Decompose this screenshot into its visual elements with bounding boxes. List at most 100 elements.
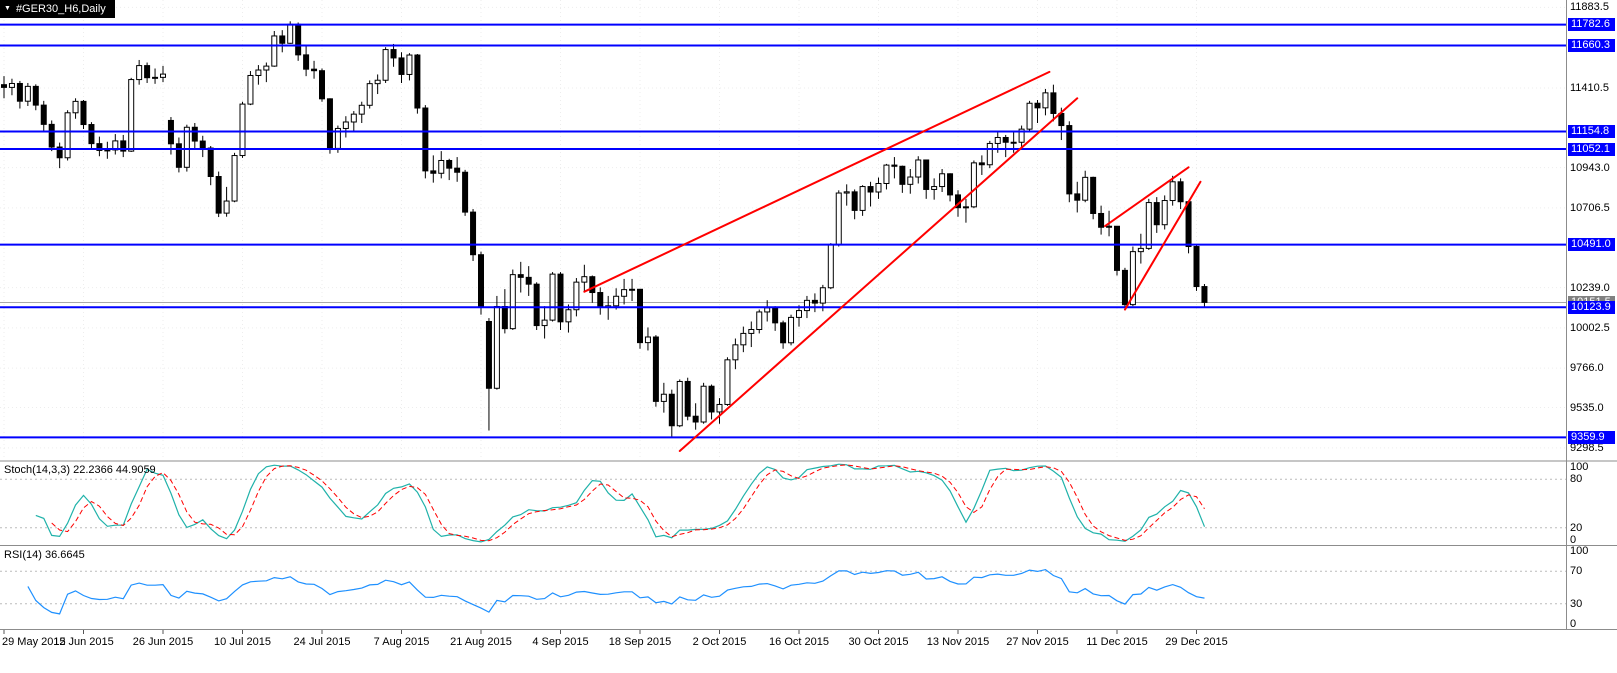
candle-body bbox=[16, 82, 23, 102]
candle-body bbox=[962, 206, 969, 209]
candle-body bbox=[454, 167, 461, 173]
candle-body bbox=[390, 49, 397, 59]
candle-body bbox=[708, 385, 715, 413]
candle-body bbox=[231, 155, 238, 202]
candle-body bbox=[56, 146, 63, 159]
candle-body bbox=[271, 35, 278, 67]
candle-body bbox=[994, 136, 1001, 144]
candle-body bbox=[1106, 225, 1113, 228]
candle-body bbox=[803, 299, 810, 312]
candle-body bbox=[915, 159, 922, 178]
candle-body bbox=[1161, 200, 1168, 226]
candle-body bbox=[279, 35, 286, 44]
candle-body bbox=[939, 173, 946, 188]
candle-body bbox=[1010, 141, 1017, 144]
candle-body bbox=[152, 76, 159, 79]
candle-body bbox=[24, 85, 31, 102]
trendline-object[interactable] bbox=[1104, 166, 1190, 228]
candle-body bbox=[446, 159, 453, 169]
candle-body bbox=[501, 305, 508, 330]
candle-body bbox=[64, 112, 71, 159]
candle-body bbox=[756, 311, 763, 330]
candle-body bbox=[732, 344, 739, 361]
candle-body bbox=[191, 126, 198, 142]
candle-body bbox=[478, 254, 484, 308]
candle-body bbox=[811, 299, 818, 304]
symbol-period-label: #GER30_H6,Daily bbox=[15, 2, 106, 15]
candle-body bbox=[557, 273, 564, 323]
candle-body bbox=[509, 274, 516, 330]
candle-body bbox=[867, 186, 874, 193]
candle-body bbox=[1121, 269, 1128, 306]
candle-body bbox=[1169, 181, 1176, 202]
candle-body bbox=[1090, 176, 1097, 214]
candle-body bbox=[700, 385, 707, 423]
candle-body bbox=[1137, 247, 1144, 253]
candle-body bbox=[859, 186, 866, 211]
candle-body bbox=[207, 147, 214, 178]
candle-body bbox=[438, 159, 445, 174]
candle-body bbox=[247, 74, 254, 105]
candle-body bbox=[613, 295, 620, 307]
candle-body bbox=[160, 73, 166, 78]
candle-body bbox=[48, 123, 55, 148]
candle-body bbox=[80, 100, 87, 126]
candle-body bbox=[199, 140, 206, 149]
candle-body bbox=[1177, 181, 1184, 203]
candle-body bbox=[1193, 246, 1200, 288]
candle-body bbox=[724, 359, 731, 405]
candle-body bbox=[88, 124, 95, 145]
stoch-signal-line bbox=[51, 464, 1205, 542]
candle-body bbox=[652, 336, 659, 402]
candle-body bbox=[414, 54, 421, 109]
candle-body bbox=[780, 322, 787, 344]
candle-body bbox=[883, 164, 890, 184]
candle-body bbox=[1185, 201, 1192, 248]
trendline-object[interactable] bbox=[1123, 180, 1202, 311]
candle-body bbox=[326, 98, 333, 149]
symbol-title-badge: ▼ #GER30_H6,Daily bbox=[0, 0, 115, 18]
candle-body bbox=[1034, 102, 1041, 109]
candle-body bbox=[374, 79, 381, 85]
candle-body bbox=[32, 85, 39, 106]
candle-body bbox=[597, 292, 604, 308]
candle-body bbox=[342, 121, 349, 129]
candle-body bbox=[978, 162, 985, 166]
candle-body bbox=[660, 393, 667, 402]
candle-body bbox=[303, 54, 310, 70]
candle-body bbox=[621, 289, 628, 297]
candle-body bbox=[827, 243, 834, 289]
candle-body bbox=[970, 162, 977, 208]
candle-body bbox=[637, 288, 643, 344]
candle-body bbox=[835, 192, 842, 245]
candle-body bbox=[748, 328, 755, 334]
candle-body bbox=[1002, 136, 1009, 143]
candle-body bbox=[358, 104, 365, 115]
candle-body bbox=[1, 84, 7, 88]
candle-body bbox=[565, 309, 572, 323]
candle-body bbox=[676, 380, 683, 427]
candle-body bbox=[764, 307, 771, 313]
candle-body bbox=[589, 276, 596, 294]
candle-body bbox=[684, 380, 691, 417]
candle-body bbox=[462, 171, 469, 213]
candle-body bbox=[493, 305, 500, 389]
candle-body bbox=[295, 23, 302, 56]
candle-body bbox=[549, 273, 556, 321]
candle-body bbox=[1129, 251, 1136, 306]
candle-body bbox=[1050, 92, 1057, 114]
stoch-main-line bbox=[35, 463, 1206, 543]
candle-body bbox=[796, 310, 802, 318]
expand-triangle-icon[interactable]: ▼ bbox=[4, 4, 11, 12]
candle-body bbox=[899, 165, 906, 185]
candle-body bbox=[629, 288, 636, 291]
trendline-object[interactable] bbox=[583, 70, 1051, 293]
trendline-object[interactable] bbox=[678, 97, 1079, 452]
candle-body bbox=[319, 70, 325, 100]
candle-body bbox=[740, 332, 747, 346]
candle-body bbox=[644, 336, 651, 344]
candle-body bbox=[406, 54, 413, 75]
candle-body bbox=[1018, 128, 1025, 143]
candle-body bbox=[72, 100, 79, 114]
